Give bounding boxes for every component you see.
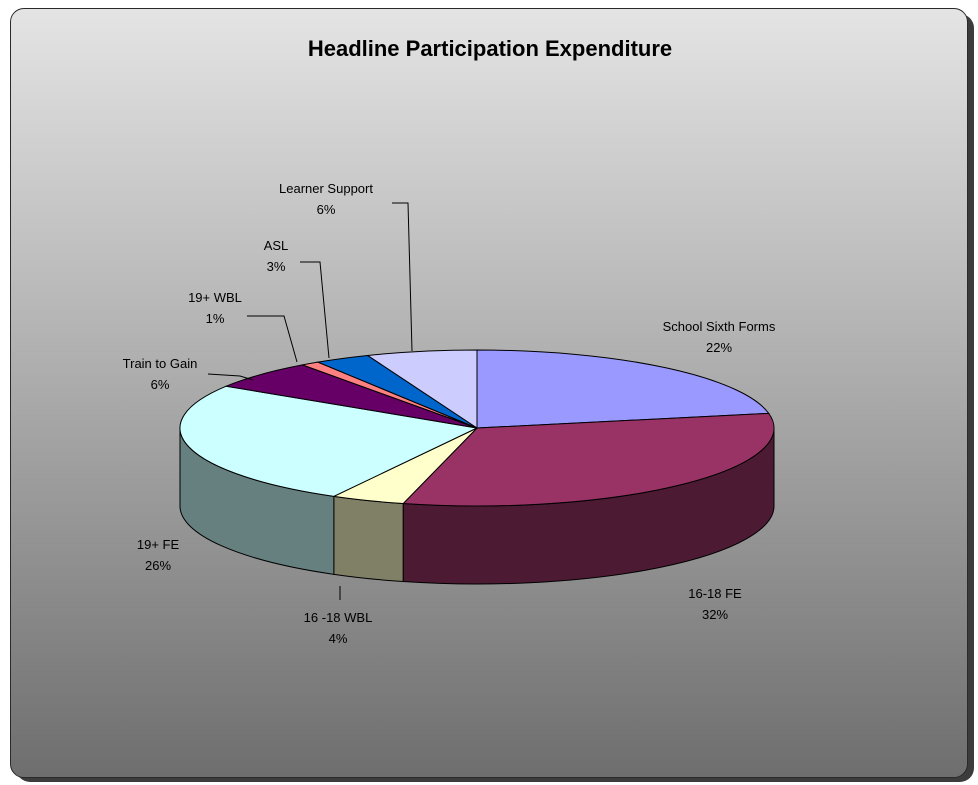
slice-label-name: Train to Gain <box>123 356 198 371</box>
leader-line-5 <box>247 315 298 363</box>
slice-label-name: 16 -18 WBL <box>304 610 373 625</box>
slice-label-name: 19+ WBL <box>188 290 242 305</box>
leader-line-4 <box>207 373 254 381</box>
slice-label-percent: 22% <box>706 340 732 355</box>
pie-slice-7[interactable] <box>366 349 478 429</box>
slice-label-percent: 32% <box>702 607 728 622</box>
leader-lines <box>207 202 413 600</box>
slice-label-percent: 6% <box>317 202 336 217</box>
pie-slice-0[interactable] <box>476 349 770 429</box>
slice-label-name: ASL <box>264 238 289 253</box>
leader-line-7 <box>392 202 413 352</box>
slice-label-name: School Sixth Forms <box>663 319 776 334</box>
slice-label-percent: 6% <box>151 377 170 392</box>
slice-label-name: 16-18 FE <box>688 586 742 601</box>
slice-label-percent: 26% <box>145 558 171 573</box>
pie-side-2 <box>333 495 404 583</box>
slice-label-percent: 3% <box>267 259 286 274</box>
slice-label-percent: 1% <box>206 311 225 326</box>
slice-labels: School Sixth Forms 22% 16-18 FE 32% 16 -18 W… <box>123 181 776 646</box>
chart-title: Headline Participation Expenditure <box>307 36 673 61</box>
leader-line-6 <box>300 261 330 359</box>
slice-label-name: 19+ FE <box>137 537 180 552</box>
slice-label-name: Learner Support <box>279 181 373 196</box>
pie-slice-1[interactable] <box>402 412 775 507</box>
slice-label-percent: 4% <box>329 631 348 646</box>
pie-tops <box>179 349 775 507</box>
pie-slice-3[interactable] <box>179 385 479 497</box>
